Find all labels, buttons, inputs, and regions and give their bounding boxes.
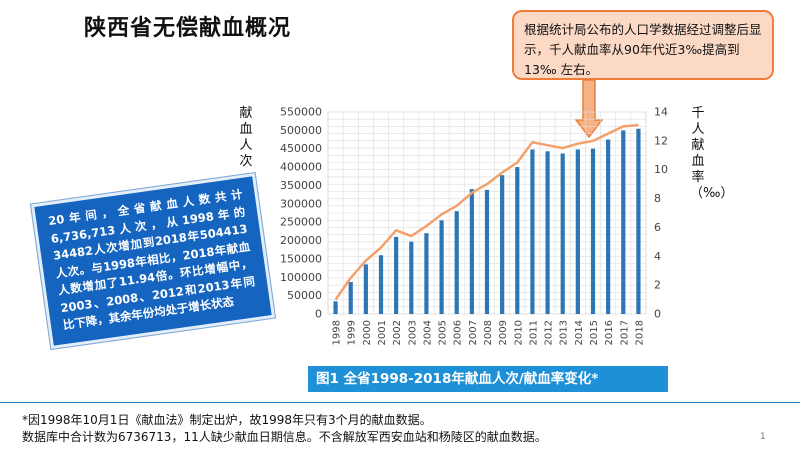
footnote-line-1: *因1998年10月1日《献血法》制定出炉，故1998年只有3个月的献血数据。 [22, 413, 432, 427]
x-tick-label: 1998 [332, 320, 343, 345]
divider [0, 402, 800, 403]
y2-tick-label: 2 [654, 279, 661, 292]
bar-2000 [363, 264, 368, 314]
y-tick-label: 150000 [280, 252, 322, 265]
x-tick-label: 2005 [438, 320, 449, 345]
x-tick-labels: 1998 1999 2000 2001 2002 2003 2004 2005 2006 2007… [332, 320, 646, 345]
x-tick-label: 2014 [574, 320, 585, 345]
y-tick-label: 450000 [280, 142, 322, 155]
y2-tick-label: 10 [654, 163, 668, 176]
bar-2017 [621, 130, 626, 314]
y2-tick-labels: 0 2 4 6 8 10 12 14 [654, 106, 668, 321]
y2-tick-label: 0 [654, 308, 661, 321]
y-tick-label: 0 [315, 308, 322, 321]
bar-2001 [378, 255, 384, 314]
footnote: *因1998年10月1日《献血法》制定出炉，故1998年只有3个月的献血数据。 … [22, 412, 547, 446]
x-tick-label: 2018 [634, 320, 645, 345]
x-tick-label: 2016 [604, 320, 615, 345]
x-tick-label: 2003 [407, 320, 418, 345]
x-tick-label: 2017 [619, 320, 630, 345]
x-tick-label: 2015 [589, 320, 600, 345]
y2-tick-label: 4 [654, 250, 661, 263]
x-tick-label: 2000 [362, 320, 373, 345]
y2-tick-label: 12 [654, 134, 668, 147]
bar-2009 [500, 175, 505, 314]
bar-2015 [590, 148, 596, 314]
y-tick-label: 400000 [280, 161, 322, 174]
line-series [334, 123, 639, 301]
bar-2005 [439, 220, 444, 314]
y-tick-label: 200000 [280, 234, 322, 247]
y2-tick-label: 8 [654, 192, 661, 205]
bar-1999 [348, 282, 353, 314]
bar-2004 [424, 233, 429, 314]
chart-caption: 图1 全省1998-2018年献血人次/献血率变化* [308, 366, 668, 392]
x-tick-label: 2012 [544, 320, 555, 345]
bar-2008 [484, 189, 490, 314]
x-tick-label: 2001 [377, 320, 388, 345]
bar-1998 [333, 301, 338, 314]
y2-tick-label: 6 [654, 221, 661, 234]
x-tick-label: 2013 [559, 320, 570, 345]
y-tick-label: 300000 [280, 197, 322, 210]
x-tick-label: 2006 [453, 320, 464, 345]
x-tick-label: 2008 [483, 320, 494, 345]
x-tick-label: 2011 [528, 320, 539, 345]
y2-tick-label: 14 [654, 106, 668, 119]
footnote-line-2: 数据库中合计数为6736713，11人缺少献血日期信息。不含解放军西安血站和杨陵… [22, 430, 547, 444]
bar-2018 [636, 128, 641, 314]
page-title: 陕西省无偿献血概况 [84, 16, 292, 41]
bar-2003 [409, 241, 414, 314]
bar-2007 [469, 189, 474, 314]
x-tick-label: 2002 [392, 320, 403, 345]
bar-2012 [545, 151, 550, 314]
x-tick-label: 2009 [498, 320, 509, 345]
y-tick-labels: 0 50000 100000 150000 200000 250000 300000 3500… [280, 106, 322, 321]
bar-2002 [394, 236, 399, 314]
bar-series [333, 128, 641, 314]
summary-box: 20年间，全省献血人数共计6,736,713人次，从1998年的34482人次增… [30, 172, 276, 350]
rate-line [334, 123, 639, 301]
chart: 0 50000 100000 150000 200000 250000 300000 3500… [280, 106, 668, 346]
y-tick-label: 250000 [280, 216, 322, 229]
x-tick-label: 2007 [468, 320, 479, 345]
y-tick-label: 100000 [280, 271, 322, 284]
y-tick-label: 50000 [287, 289, 322, 302]
page-number: 1 [760, 432, 766, 442]
y-tick-label: 500000 [280, 124, 322, 137]
bar-2006 [454, 211, 459, 314]
y-tick-label: 350000 [280, 179, 322, 192]
y2-axis-title: 千人献血率（‰） [690, 106, 734, 201]
bar-2011 [530, 149, 535, 314]
x-tick-label: 1999 [347, 320, 358, 345]
y-axis-title: 献血人次 [239, 106, 253, 169]
callout-arrow [575, 80, 603, 138]
x-tick-label: 2004 [422, 320, 433, 345]
callout-note: 根据统计局公布的人口学数据经过调整后显示，千人献血率从90年代近3‰提高到13‰… [512, 10, 774, 80]
x-tick-label: 2010 [513, 320, 524, 345]
bar-2010 [515, 167, 520, 314]
bar-2013 [560, 153, 565, 314]
bar-2016 [606, 139, 611, 314]
y-tick-label: 550000 [280, 106, 322, 119]
bar-2014 [575, 149, 580, 314]
